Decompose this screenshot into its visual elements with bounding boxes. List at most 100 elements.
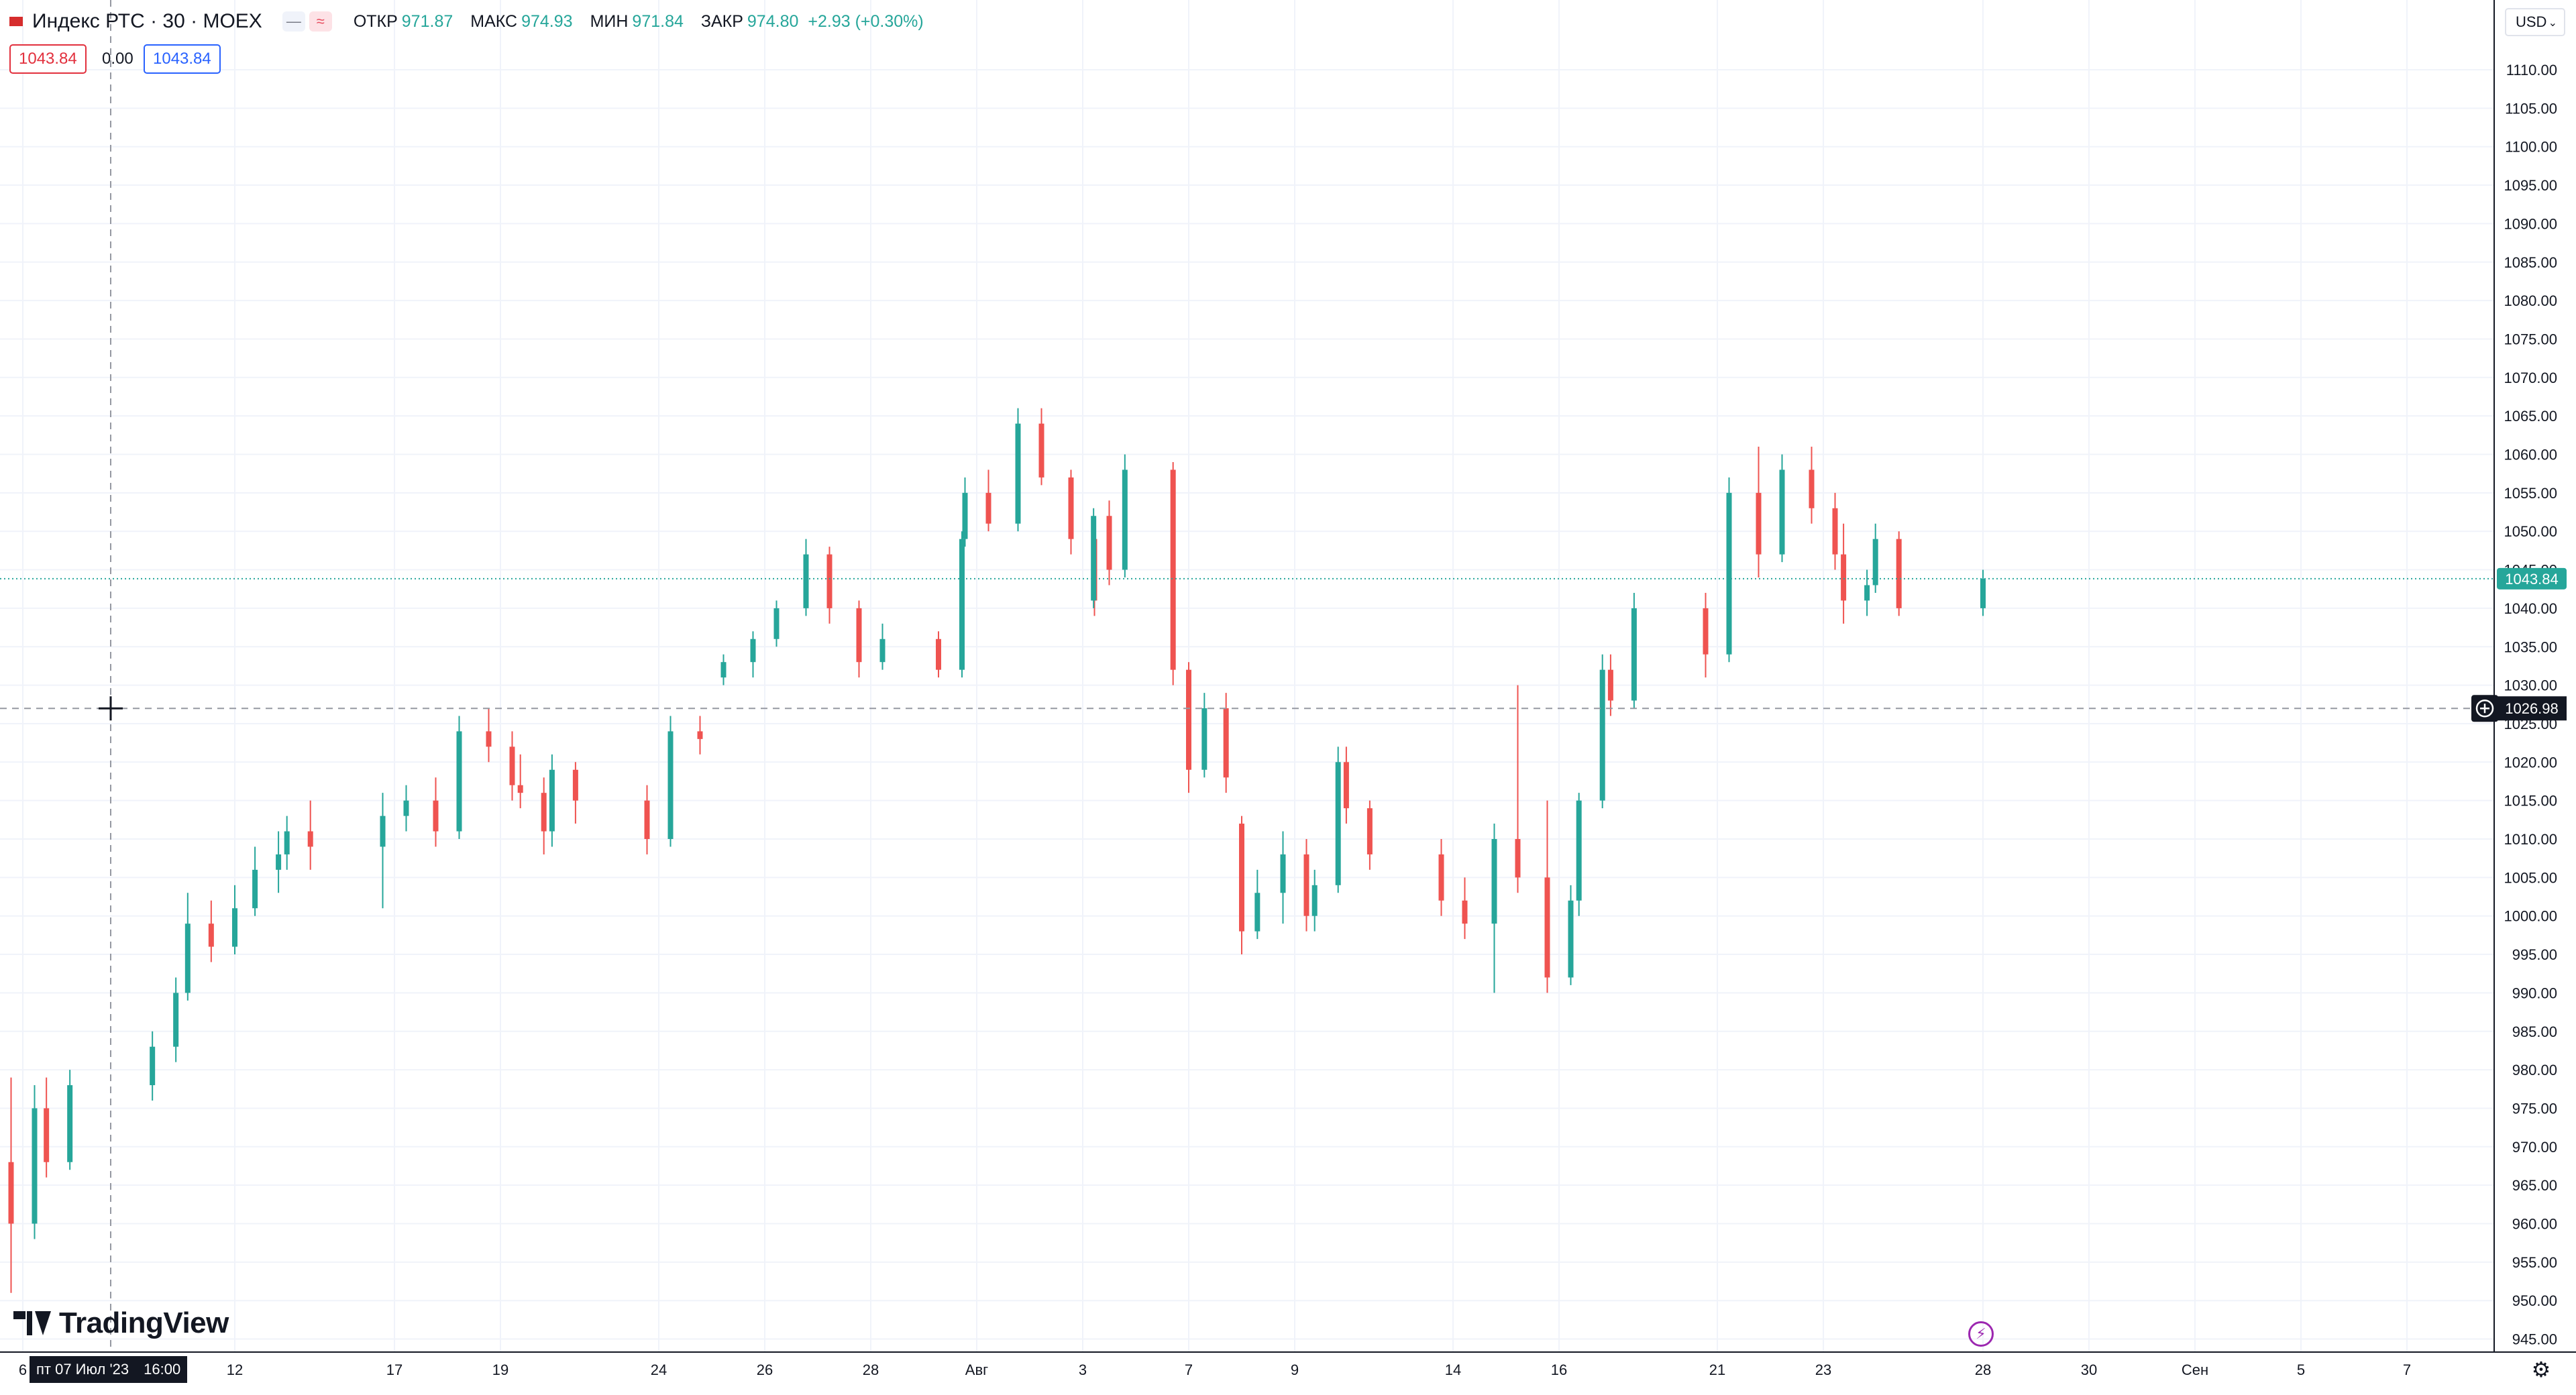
wave-icon[interactable]: ≈ <box>309 11 332 32</box>
candle-body <box>720 662 727 678</box>
last-price-badge: 1043.84 <box>2497 567 2567 590</box>
candle <box>1438 839 1444 916</box>
candle-body <box>1106 516 1112 570</box>
low-value: 971.84 <box>632 11 684 31</box>
tradingview-logo-icon <box>13 1311 51 1335</box>
time-tick-label: Авг <box>965 1361 988 1378</box>
candle-body <box>1607 669 1613 701</box>
candle <box>750 631 756 678</box>
candle <box>1779 454 1785 563</box>
candle-body <box>773 608 780 639</box>
candle <box>959 531 965 678</box>
price-tick-label: 980.00 <box>2512 1062 2557 1078</box>
time-tick-label: 28 <box>1975 1361 1991 1378</box>
price-tick-label: 1100.00 <box>2505 139 2557 156</box>
candle-body <box>1809 469 1815 508</box>
price-tick-label: 1005.00 <box>2504 869 2557 886</box>
candle <box>433 777 439 847</box>
currency-select[interactable]: USD ⌄ <box>2505 8 2565 36</box>
candle <box>549 754 555 847</box>
spread-value: 0.00 <box>102 50 133 68</box>
price-tick-label: 970.00 <box>2512 1139 2557 1156</box>
candle-body <box>1223 708 1229 778</box>
lightning-icon[interactable]: ⚡ <box>1968 1321 1994 1347</box>
candle <box>936 631 941 678</box>
time-tick-label: 21 <box>1709 1361 1725 1378</box>
crosshair-price-badge: 1026.98 <box>2497 696 2567 721</box>
candle <box>1239 816 1244 955</box>
candle <box>1872 523 1878 593</box>
candle-body <box>1280 854 1286 893</box>
candle-body <box>276 854 282 870</box>
candle <box>572 762 578 824</box>
candle <box>1311 869 1318 932</box>
time-tick-label: 6 <box>19 1361 27 1378</box>
last-price-label: 1043.84 <box>2505 571 2559 588</box>
candle <box>1091 508 1097 608</box>
candle <box>150 1031 156 1101</box>
crosshair-time-clock: 16:00 <box>144 1361 181 1378</box>
price-tick-label: 1040.00 <box>2504 600 2557 617</box>
candle-body <box>1068 477 1074 539</box>
price-tick-label: 1050.00 <box>2504 523 2557 540</box>
candle <box>1366 800 1373 870</box>
candle <box>879 623 885 670</box>
candle-body <box>1343 762 1349 809</box>
candle <box>184 893 191 1001</box>
candle <box>456 716 462 839</box>
candle-body <box>1544 877 1550 978</box>
candle <box>517 754 523 809</box>
candle <box>252 846 258 916</box>
candle-body <box>1335 762 1341 885</box>
candle <box>1106 500 1112 585</box>
candle <box>8 1077 14 1293</box>
brand-name: TradingView <box>59 1306 229 1339</box>
candle <box>541 777 547 854</box>
time-axis[interactable]: 6 12 17 19 24 26 28 Авг 3 7 9 14 16 21 23 28 30 Сен 5 7 <box>0 1351 2576 1395</box>
candle-body <box>208 924 214 947</box>
candle-body <box>284 831 290 854</box>
time-axis-bg <box>0 1352 2576 1395</box>
candle-body <box>67 1085 73 1162</box>
candle <box>509 731 515 801</box>
price-tick-label: 1060.00 <box>2504 447 2557 463</box>
buy-button[interactable]: 1043.84 <box>144 44 221 74</box>
price-tick-label: 1075.00 <box>2504 331 2557 347</box>
time-tick-label: 7 <box>2403 1361 2411 1378</box>
candle <box>1832 492 1838 570</box>
candle-body <box>667 731 674 839</box>
price-tick-label: 1000.00 <box>2504 908 2557 925</box>
candle-body <box>517 785 523 793</box>
candle-body <box>1015 423 1021 524</box>
close-label: ЗАКР <box>700 11 743 31</box>
candle <box>1254 869 1260 940</box>
minus-icon[interactable]: — <box>282 11 305 32</box>
candle-body <box>1515 839 1521 878</box>
candle-body <box>541 793 547 832</box>
price-tick-label: 1015.00 <box>2504 793 2557 810</box>
candle-body <box>1756 492 1762 555</box>
time-tick-label: 26 <box>757 1361 773 1378</box>
candle-body <box>1896 539 1902 608</box>
candle <box>1544 800 1550 993</box>
time-tick-label: 9 <box>1291 1361 1299 1378</box>
candle-body <box>879 638 885 663</box>
time-tick-label: 17 <box>386 1361 402 1378</box>
candle <box>403 785 409 832</box>
plus-circle-icon[interactable] <box>2471 695 2498 722</box>
grid-lines <box>0 0 2494 1352</box>
candle-body <box>644 800 650 839</box>
candle <box>697 716 703 755</box>
candle <box>1303 839 1309 932</box>
symbol-title[interactable]: Индекс РТС · 30 · MOEX <box>32 10 262 32</box>
price-tick-label: 1030.00 <box>2504 677 2557 694</box>
candle-body <box>803 554 809 608</box>
candle-body <box>1631 608 1637 701</box>
sell-button[interactable]: 1043.84 <box>9 44 87 74</box>
candle <box>1756 447 1762 578</box>
candle-body <box>1832 508 1838 555</box>
tradingview-logo[interactable]: TradingView <box>13 1306 229 1340</box>
settings-icon[interactable]: ⚙ <box>2531 1357 2551 1382</box>
candle-body <box>456 731 462 832</box>
